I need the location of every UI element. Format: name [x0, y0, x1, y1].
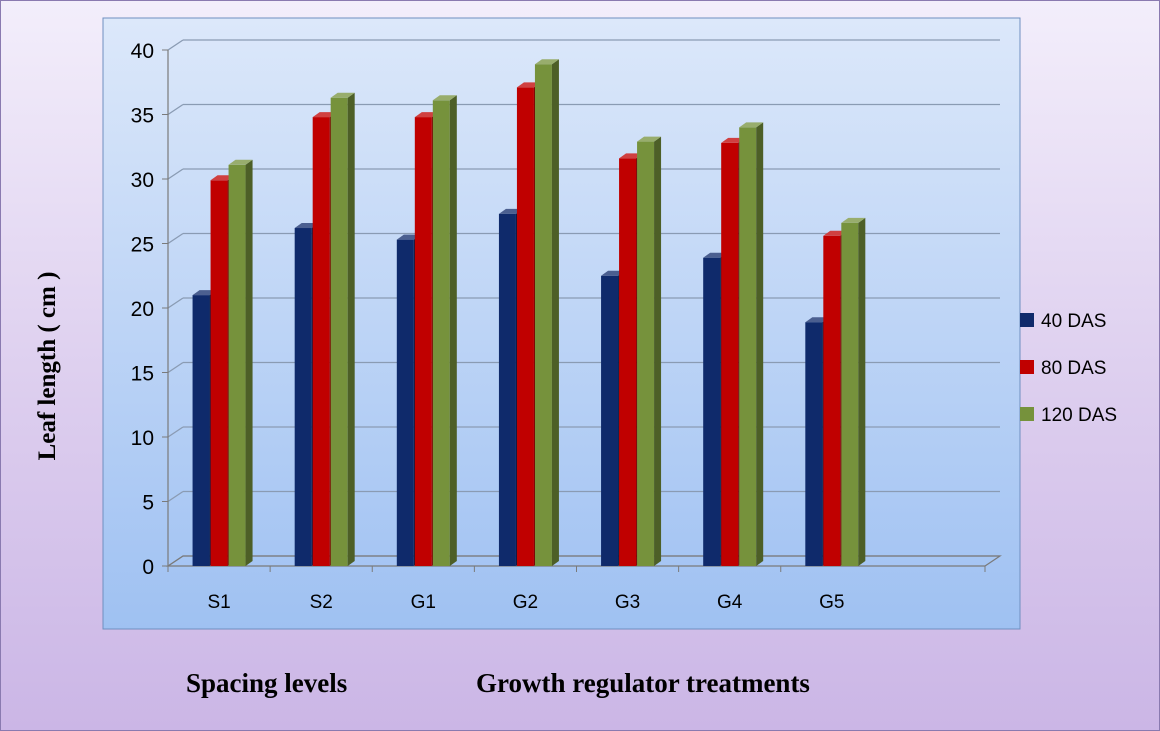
bar-side: [858, 217, 866, 567]
bar: [228, 164, 246, 566]
bar: [192, 295, 210, 566]
legend-swatch: [1020, 360, 1034, 374]
x-tick-labels: S1 S2 G1 G2 G3 G4 G5: [207, 592, 844, 613]
bar: [534, 64, 552, 566]
plot-area: [102, 17, 1021, 630]
bar: [739, 127, 757, 567]
bar: [294, 228, 312, 566]
x-tick-label: S1: [207, 592, 230, 613]
y-tick-label: 40: [131, 40, 154, 63]
gridline-side: [167, 168, 184, 180]
bar: [637, 141, 655, 566]
bar-top: [739, 122, 764, 128]
x-title-spacing: Spacing levels: [186, 668, 348, 698]
bar-top: [637, 136, 662, 142]
x-tick-label: G3: [615, 592, 640, 613]
bar: [330, 97, 348, 566]
x-tick-label: S2: [310, 592, 333, 613]
bar: [312, 117, 330, 566]
bar-side: [449, 95, 457, 566]
gridline-side: [167, 426, 184, 438]
gridline-side: [167, 39, 184, 51]
y-tick-labels: 0 5 10 15 20 25 30 35 40: [131, 40, 154, 579]
bars: [192, 59, 866, 567]
bar: [823, 235, 841, 566]
bar-top: [330, 92, 355, 98]
y-tick-label: 30: [131, 169, 154, 192]
x-tick-label: G4: [717, 592, 743, 613]
bar-side: [347, 92, 355, 566]
bar-top: [841, 217, 866, 223]
gridline-side: [167, 361, 184, 374]
bar-side: [551, 59, 559, 566]
legend-label: 80 DAS: [1041, 358, 1106, 379]
bar: [601, 275, 619, 566]
bar: [805, 322, 823, 566]
gridline-side: [167, 232, 184, 245]
bar: [396, 239, 414, 566]
x-tick-label: G2: [513, 592, 538, 613]
x-tick-label: G5: [819, 592, 844, 613]
y-tick-label: 0: [142, 556, 154, 579]
legend-label: 40 DAS: [1041, 311, 1106, 332]
bar: [498, 213, 516, 566]
legend-label: 120 DAS: [1041, 405, 1117, 426]
y-tick-label: 5: [142, 492, 154, 515]
y-tick-label: 35: [131, 105, 154, 128]
gridline-side: [167, 297, 184, 309]
legend: 40 DAS 80 DAS 120 DAS: [1020, 311, 1117, 426]
bar-side: [245, 159, 253, 566]
bar: [841, 222, 859, 567]
bar: [516, 87, 534, 566]
bar: [703, 257, 721, 566]
bar: [432, 100, 450, 566]
bar: [619, 158, 637, 567]
bar: [210, 180, 228, 567]
bar-top: [432, 95, 457, 101]
bar-top: [228, 159, 253, 165]
gridline-side: [167, 103, 184, 116]
x-tick-label: G1: [411, 592, 436, 613]
legend-swatch: [1020, 407, 1034, 421]
bar-side: [654, 136, 662, 566]
bar: [414, 117, 432, 566]
y-tick-label: 15: [131, 363, 154, 386]
y-tick-label: 20: [131, 298, 154, 321]
y-axis-label: Leaf length ( cm ): [34, 272, 61, 461]
bar-top: [534, 59, 559, 65]
legend-swatch: [1020, 313, 1034, 327]
bar: [721, 142, 739, 566]
y-tick-label: 10: [131, 427, 154, 450]
y-tick-label: 25: [131, 234, 154, 257]
gridline-side: [167, 490, 184, 503]
x-title-growth-regulator: Growth regulator treatments: [476, 668, 810, 698]
bar-side: [756, 122, 764, 567]
